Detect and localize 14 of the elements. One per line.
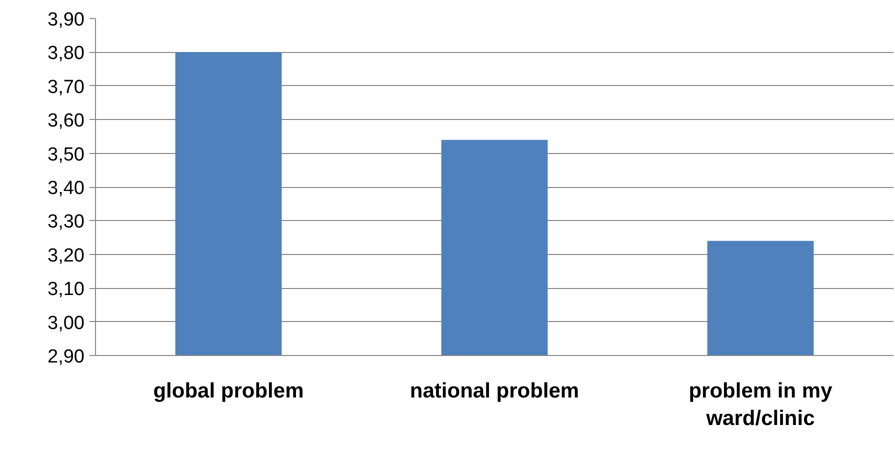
- y-tick-label: 3,10: [48, 279, 85, 300]
- y-tick-label: 3,60: [48, 110, 85, 132]
- x-tick-label: global problem: [153, 380, 304, 402]
- y-tick-label: 3,90: [48, 10, 85, 30]
- y-tick-label: 3,80: [48, 43, 85, 64]
- y-tick-label: 3,20: [48, 245, 85, 266]
- x-tick-label: national problem: [410, 380, 580, 402]
- x-tick-label: problem in my ward/clinic: [688, 380, 833, 430]
- y-tick-label: 2,90: [48, 346, 85, 368]
- y-tick-label: 3,00: [48, 312, 85, 334]
- y-tick-label: 3,50: [48, 144, 85, 166]
- y-tick-label: 3,70: [48, 76, 85, 98]
- y-tick-label: 3,30: [48, 212, 85, 233]
- y-tick-label: 3,40: [48, 178, 85, 199]
